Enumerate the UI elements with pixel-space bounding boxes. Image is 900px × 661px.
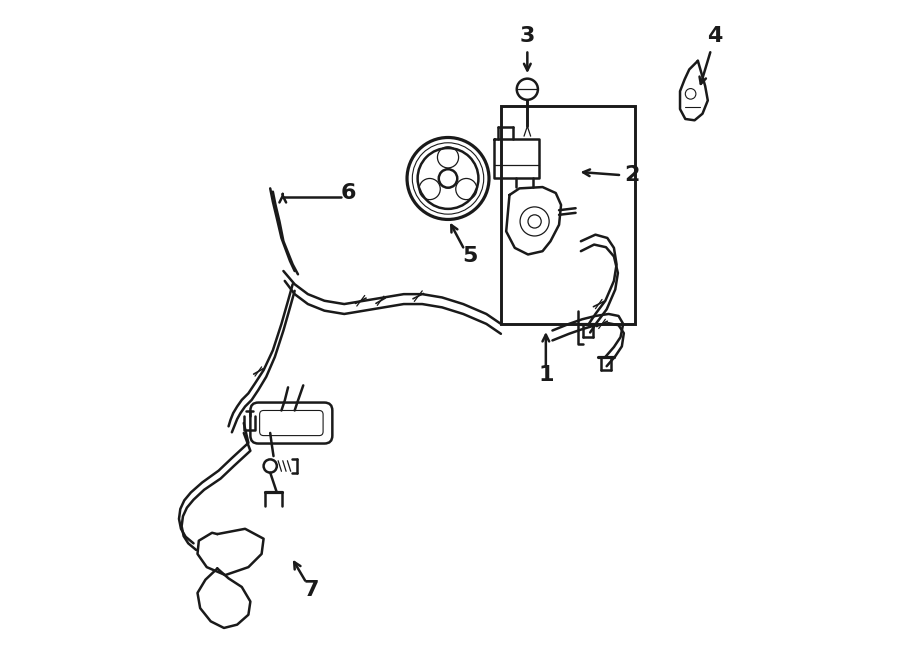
Text: 5: 5 (462, 247, 478, 266)
Text: 2: 2 (624, 165, 640, 185)
Text: 7: 7 (303, 580, 319, 600)
Text: 3: 3 (519, 26, 535, 46)
Text: 6: 6 (341, 183, 356, 203)
Text: 1: 1 (538, 366, 554, 385)
Bar (501, 106, 635, 324)
Text: 4: 4 (706, 26, 722, 46)
